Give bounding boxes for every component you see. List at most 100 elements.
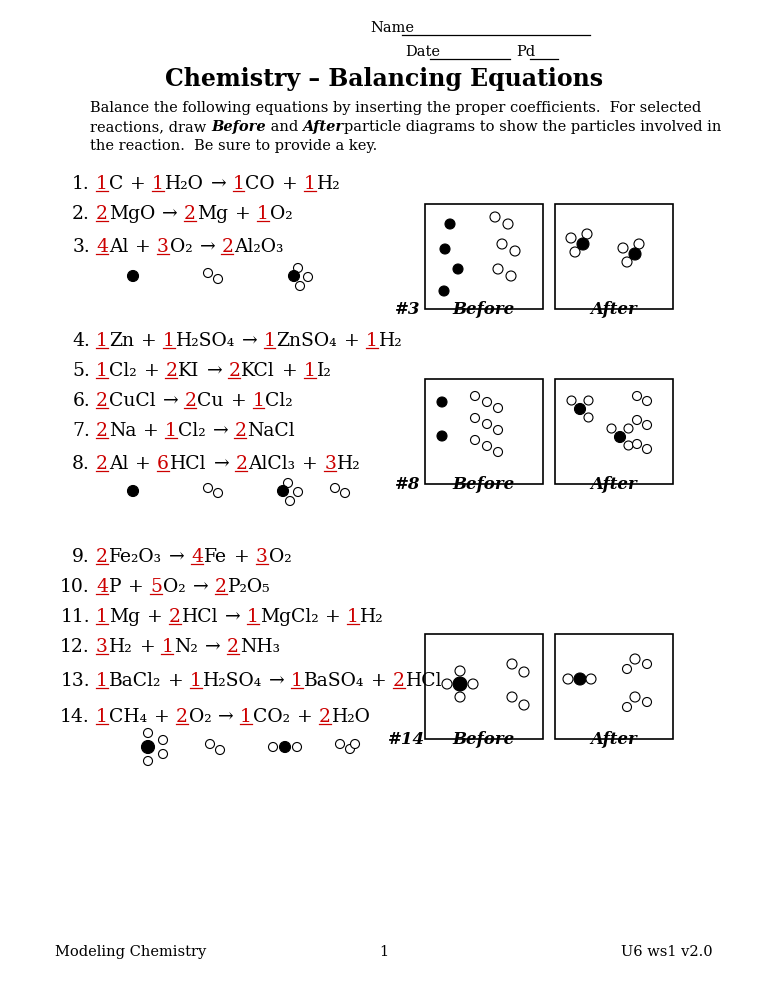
Circle shape [453, 264, 463, 274]
Text: O₂: O₂ [270, 205, 293, 223]
Circle shape [633, 415, 641, 424]
Text: 8.: 8. [72, 455, 90, 473]
Text: 2: 2 [169, 608, 180, 626]
Circle shape [643, 659, 651, 669]
Text: 13.: 13. [61, 672, 90, 690]
Circle shape [629, 248, 641, 260]
Circle shape [204, 268, 213, 277]
Text: 1: 1 [165, 422, 177, 440]
Text: 2: 2 [96, 422, 108, 440]
Circle shape [506, 271, 516, 281]
Text: 2: 2 [234, 422, 247, 440]
Text: +: + [296, 455, 324, 473]
Circle shape [623, 703, 631, 712]
Text: #3: #3 [395, 301, 421, 318]
Text: 2: 2 [319, 708, 331, 726]
Text: After: After [303, 120, 343, 134]
Circle shape [584, 413, 593, 422]
Text: 10.: 10. [60, 578, 90, 596]
Circle shape [293, 743, 302, 751]
Text: Cl₂: Cl₂ [266, 392, 293, 410]
Text: 2.: 2. [72, 205, 90, 223]
Text: Al: Al [109, 238, 128, 256]
Circle shape [633, 439, 641, 448]
Text: 1: 1 [379, 945, 389, 959]
Circle shape [350, 740, 359, 748]
Text: →: → [156, 205, 184, 223]
Text: 2: 2 [214, 578, 227, 596]
Circle shape [340, 488, 349, 498]
Text: →: → [199, 638, 227, 656]
Circle shape [445, 219, 455, 229]
Circle shape [643, 698, 651, 707]
Text: Before: Before [211, 120, 266, 134]
Text: NH₃: NH₃ [240, 638, 280, 656]
Text: Fe: Fe [204, 548, 227, 566]
Circle shape [623, 665, 631, 674]
Text: Cl₂: Cl₂ [109, 362, 137, 380]
Circle shape [482, 441, 492, 450]
Circle shape [567, 396, 576, 405]
Circle shape [437, 431, 447, 441]
Text: CO: CO [245, 175, 275, 193]
Text: N₂: N₂ [174, 638, 198, 656]
Text: Balance the following equations by inserting the proper coefficients.  For selec: Balance the following equations by inser… [90, 101, 701, 115]
Text: AlCl₃: AlCl₃ [248, 455, 296, 473]
Text: 2: 2 [228, 362, 240, 380]
Bar [425, 634, 543, 739]
Text: +: + [338, 332, 366, 350]
Text: Al: Al [109, 455, 128, 473]
Text: NaCl: NaCl [247, 422, 295, 440]
Text: 1: 1 [96, 332, 108, 350]
Text: +: + [162, 672, 190, 690]
Text: HCl: HCl [170, 455, 207, 473]
Text: →: → [263, 672, 291, 690]
Bar [555, 634, 673, 739]
Text: U6 ws1 v2.0: U6 ws1 v2.0 [621, 945, 713, 959]
Text: 1: 1 [240, 708, 252, 726]
Circle shape [293, 263, 303, 272]
Text: 1: 1 [96, 175, 108, 193]
Circle shape [440, 244, 450, 254]
Circle shape [607, 424, 616, 433]
Circle shape [493, 264, 503, 274]
Circle shape [453, 677, 467, 691]
Text: H₂: H₂ [360, 608, 384, 626]
Text: H₂: H₂ [316, 175, 340, 193]
Circle shape [614, 431, 625, 442]
Text: H₂SO₄: H₂SO₄ [176, 332, 235, 350]
Text: 2: 2 [393, 672, 405, 690]
Circle shape [507, 692, 517, 702]
Text: +: + [129, 455, 157, 473]
Circle shape [204, 483, 213, 492]
Text: After: After [591, 731, 637, 748]
Text: 2: 2 [96, 205, 108, 223]
Text: 1.: 1. [72, 175, 90, 193]
Text: Before: Before [453, 301, 515, 318]
Circle shape [293, 487, 303, 496]
Circle shape [570, 247, 580, 257]
Text: Before: Before [453, 731, 515, 748]
Circle shape [214, 274, 223, 283]
Circle shape [471, 435, 479, 444]
Text: 11.: 11. [61, 608, 90, 626]
Text: After: After [591, 476, 637, 493]
Text: →: → [163, 548, 191, 566]
Text: P₂O₅: P₂O₅ [227, 578, 270, 596]
Text: CuCl: CuCl [109, 392, 156, 410]
Circle shape [503, 219, 513, 229]
Text: +: + [134, 638, 161, 656]
Text: BaSO₄: BaSO₄ [304, 672, 364, 690]
Text: 4.: 4. [72, 332, 90, 350]
Text: 1: 1 [152, 175, 164, 193]
Text: +: + [137, 422, 165, 440]
Circle shape [289, 270, 300, 281]
Text: +: + [276, 175, 304, 193]
Text: Modeling Chemistry: Modeling Chemistry [55, 945, 207, 959]
Text: C: C [109, 175, 123, 193]
Text: HCl: HCl [406, 672, 442, 690]
Text: HCl: HCl [181, 608, 218, 626]
Text: H₂: H₂ [379, 332, 402, 350]
Text: 1: 1 [96, 608, 108, 626]
Circle shape [269, 743, 277, 751]
